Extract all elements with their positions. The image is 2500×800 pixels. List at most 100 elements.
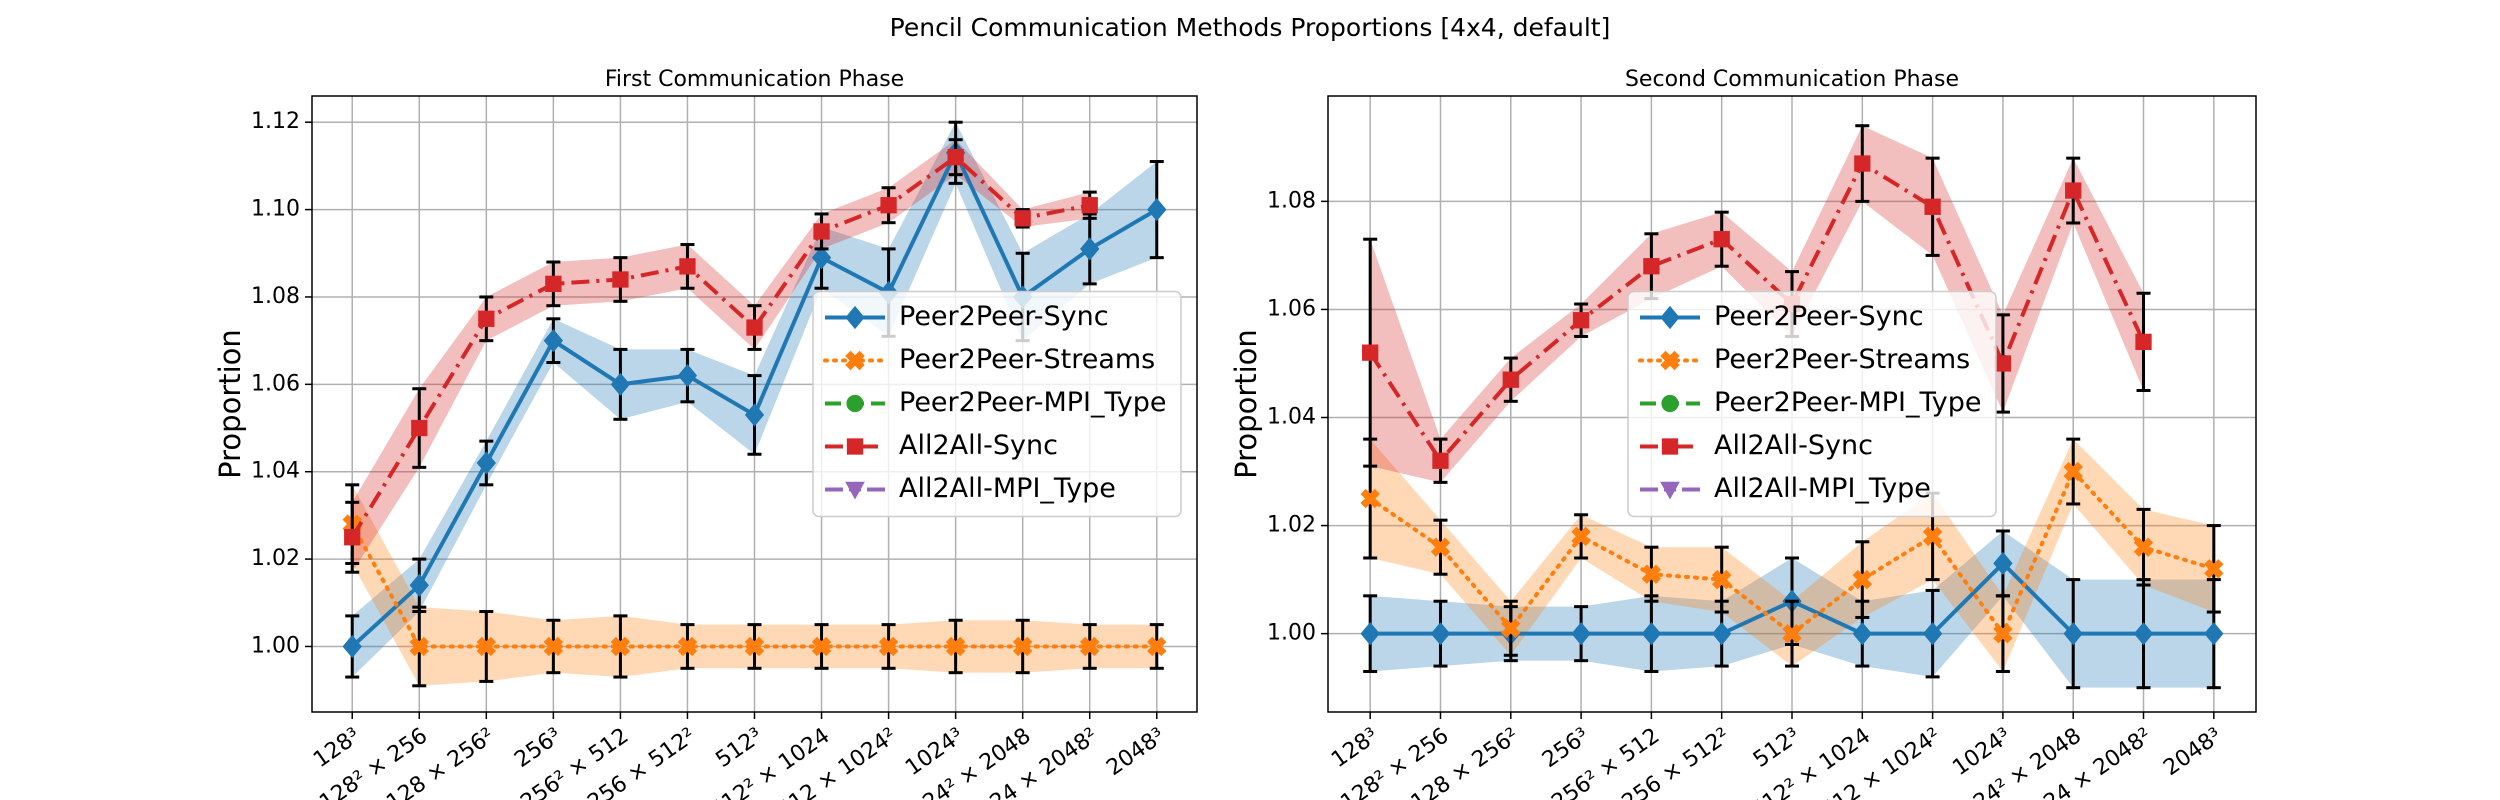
legend-label: Peer2Peer-Streams: [1714, 344, 1970, 375]
legend-label: All2All-Sync: [899, 430, 1058, 461]
marker: [677, 636, 698, 657]
marker: [2133, 537, 2154, 557]
marker: [811, 246, 832, 270]
legend: Peer2Peer-Sync Peer2Peer-Streams Peer2Peer…: [1627, 290, 1997, 518]
marker: [1661, 394, 1679, 413]
y-tick-label: 1.06: [251, 371, 300, 396]
y-tick-label: 1.02: [1267, 513, 1316, 538]
marker: [845, 305, 865, 330]
marker: [1660, 350, 1680, 371]
marker: [2204, 559, 2224, 579]
legend-box: [812, 290, 1182, 518]
marker: [2204, 622, 2224, 646]
y-tick-label: 1.00: [251, 633, 300, 658]
subplot-title: First Communication Phase: [605, 67, 904, 92]
marker: [1993, 623, 2013, 644]
legend: Peer2Peer-Sync Peer2Peer-Streams Peer2Peer…: [812, 290, 1182, 518]
marker: [476, 451, 496, 475]
marker: [878, 636, 899, 657]
marker: [880, 197, 897, 214]
marker: [1660, 305, 1680, 330]
marker: [1641, 622, 1662, 646]
marker: [1993, 551, 2013, 575]
legend-label: Peer2Peer-MPI_Type: [899, 387, 1167, 418]
y-axis-label: Proportion: [213, 329, 247, 479]
marker: [811, 636, 832, 657]
marker: [1080, 636, 1100, 657]
legend-label: Peer2Peer-Sync: [1714, 301, 1924, 332]
marker: [1147, 198, 1167, 222]
y-tick-label: 1.04: [251, 459, 300, 484]
marker: [744, 636, 765, 657]
marker: [2065, 182, 2082, 199]
error-band: [1370, 125, 2144, 483]
marker: [2135, 333, 2152, 351]
marker: [846, 438, 864, 455]
marker: [545, 275, 562, 293]
figure-title: Pencil Communication Methods Proportions…: [890, 13, 1611, 42]
marker: [1502, 371, 1519, 388]
marker: [1712, 622, 1732, 646]
marker: [1924, 198, 1941, 215]
marker: [746, 319, 763, 336]
marker: [344, 529, 361, 546]
marker: [1922, 622, 1943, 646]
marker: [1571, 526, 1591, 547]
legend-label: Peer2Peer-Streams: [899, 344, 1155, 375]
marker: [2063, 461, 2083, 482]
y-tick-label: 1.02: [251, 546, 300, 571]
marker: [476, 636, 497, 657]
marker: [1922, 526, 1943, 547]
marker: [1360, 488, 1380, 509]
marker: [1572, 312, 1590, 329]
marker: [1362, 344, 1379, 361]
marker: [1432, 452, 1449, 469]
marker: [1643, 258, 1660, 275]
x-tick-label: 128³: [1327, 723, 1383, 773]
marker: [2133, 622, 2154, 646]
x-tick-label: 2048³: [2159, 723, 2226, 781]
y-tick-label: 1.10: [251, 197, 300, 222]
marker: [947, 149, 964, 166]
marker: [1854, 155, 1871, 172]
y-tick-label: 1.06: [1267, 296, 1316, 321]
y-tick-label: 1.04: [1267, 405, 1316, 430]
marker: [1782, 623, 1802, 644]
legend-label: All2All-Sync: [1714, 430, 1873, 461]
marker: [543, 329, 564, 353]
marker: [1360, 622, 1380, 646]
axes-frame: [311, 95, 1198, 713]
y-tick-label: 1.12: [251, 109, 300, 134]
marker: [478, 310, 495, 327]
marker: [845, 481, 865, 500]
series-line: [350, 154, 1091, 539]
marker: [744, 403, 765, 427]
y-axis-label: Proportion: [1229, 329, 1263, 479]
marker: [610, 372, 631, 396]
marker: [1430, 622, 1451, 646]
legend-box: [1627, 290, 1997, 518]
marker: [1641, 564, 1662, 584]
marker: [1430, 537, 1451, 557]
x-tick-label: 256³: [1538, 723, 1594, 773]
y-tick-label: 1.08: [1267, 188, 1316, 213]
marker: [1852, 622, 1872, 646]
marker: [846, 394, 864, 413]
marker: [845, 350, 865, 371]
marker: [1501, 618, 1521, 638]
marker: [813, 223, 830, 240]
axes-frame: [1327, 95, 2257, 713]
marker: [543, 636, 564, 657]
marker: [342, 634, 362, 659]
marker: [1012, 636, 1033, 657]
marker: [1661, 438, 1679, 455]
marker: [1852, 569, 1873, 590]
marker: [610, 636, 631, 657]
marker: [2063, 622, 2083, 646]
marker: [1147, 636, 1167, 657]
y-tick-label: 1.08: [251, 284, 300, 309]
subplot-title: Second Communication Phase: [1625, 67, 1959, 92]
marker: [1081, 197, 1098, 214]
marker: [1571, 622, 1591, 646]
